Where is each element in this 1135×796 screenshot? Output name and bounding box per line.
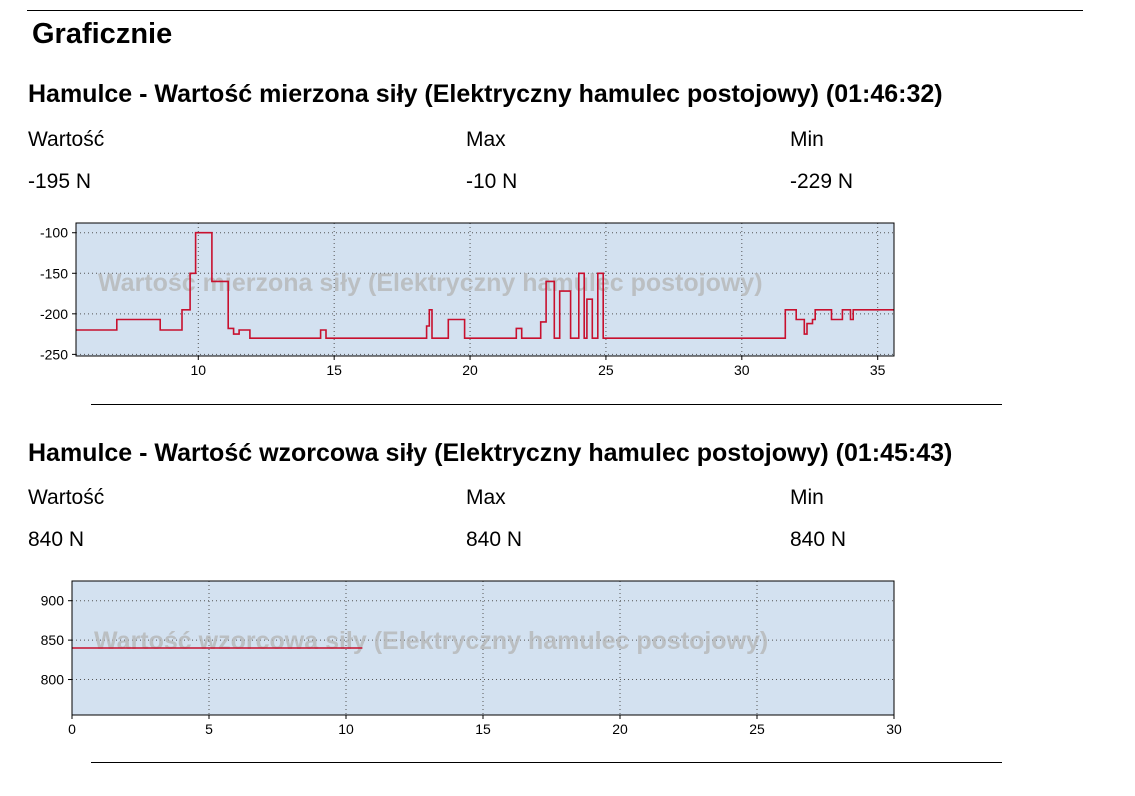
max-label: Max xyxy=(466,128,506,151)
y-tick-label: 900 xyxy=(41,593,65,609)
x-tick-label: 25 xyxy=(749,721,765,737)
x-tick-label: 25 xyxy=(598,362,614,378)
min-label: Min xyxy=(790,128,824,151)
measured-force-chart: Wartość mierzona siły (Elektryczny hamul… xyxy=(40,222,895,378)
x-tick-label: 20 xyxy=(462,362,478,378)
value-reading: 840 N xyxy=(28,528,85,551)
x-tick-label: 10 xyxy=(338,721,354,737)
top-rule xyxy=(27,10,1083,11)
reference-force-chart: Wartość wzorcowa siły (Elektryczny hamul… xyxy=(41,580,902,737)
chart-watermark: Wartość wzorcowa siły (Elektryczny hamul… xyxy=(94,627,768,655)
max-reading: -10 N xyxy=(466,170,518,193)
value-label: Wartość xyxy=(28,486,105,509)
y-tick-label: -100 xyxy=(40,225,68,241)
max-label: Max xyxy=(466,486,506,509)
chart-watermark: Wartość mierzona siły (Elektryczny hamul… xyxy=(98,269,763,297)
x-tick-label: 30 xyxy=(734,362,750,378)
page-heading: Graficznie xyxy=(32,18,173,50)
x-tick-label: 5 xyxy=(205,721,213,737)
section-title-reference: Hamulce - Wartość wzorcowa siły (Elektry… xyxy=(28,439,953,467)
series-line xyxy=(76,231,894,339)
x-tick-label: 10 xyxy=(191,362,207,378)
section-title-measured: Hamulce - Wartość mierzona siły (Elektry… xyxy=(28,80,943,108)
value-label: Wartość xyxy=(28,128,105,151)
section-divider xyxy=(91,762,1002,763)
min-reading: -229 N xyxy=(790,170,854,193)
min-label: Min xyxy=(790,486,824,509)
x-tick-label: 15 xyxy=(326,362,342,378)
x-tick-label: 35 xyxy=(870,362,886,378)
value-reading: -195 N xyxy=(28,170,92,193)
y-tick-label: -150 xyxy=(40,265,68,281)
x-tick-label: 20 xyxy=(612,721,628,737)
x-tick-label: 15 xyxy=(475,721,491,737)
y-tick-label: 850 xyxy=(41,632,65,648)
x-tick-label: 30 xyxy=(886,721,902,737)
min-reading: 840 N xyxy=(790,528,847,551)
y-tick-label: 800 xyxy=(41,672,65,688)
y-tick-label: -200 xyxy=(40,306,68,322)
section-divider xyxy=(91,404,1002,405)
y-tick-label: -250 xyxy=(40,346,68,362)
x-tick-label: 0 xyxy=(68,721,76,737)
plot-frame xyxy=(75,222,895,357)
max-reading: 840 N xyxy=(466,528,523,551)
